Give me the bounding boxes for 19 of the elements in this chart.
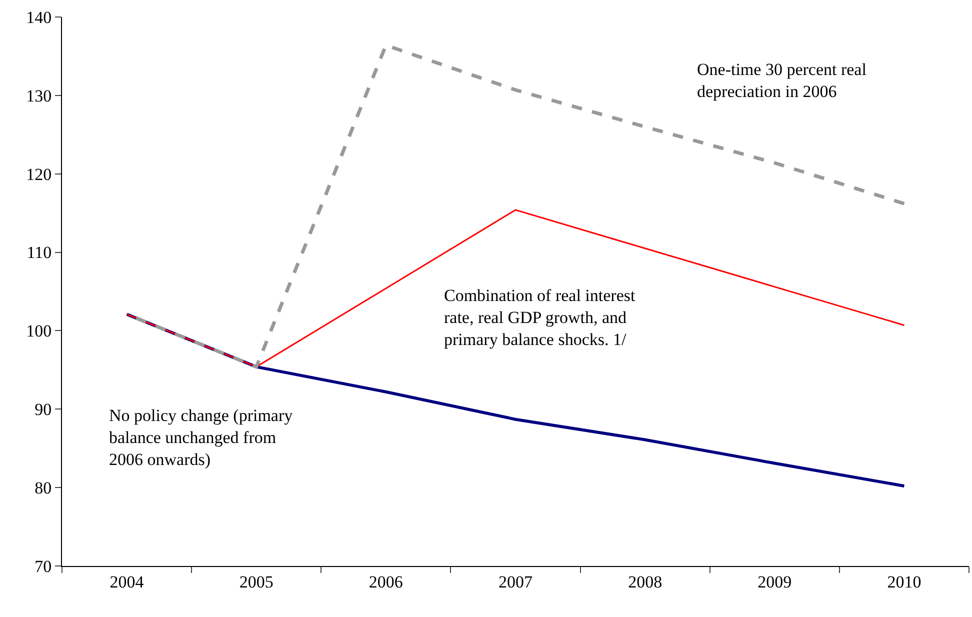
line-series (126, 209, 905, 368)
x-tick-label: 2010 (887, 572, 922, 592)
x-tick-label: 2004 (110, 572, 144, 592)
y-tick-label: 100 (26, 322, 52, 341)
x-tick-label: 2007 (498, 572, 533, 592)
y-tick-label: 90 (34, 400, 52, 420)
y-tick-label: 80 (34, 478, 52, 498)
x-tick-label: 2006 (368, 572, 403, 592)
y-tick-label: 130 (26, 86, 52, 106)
series-label: No policy change (primary balance unchanged from 2006 onwards) (109, 406, 294, 470)
y-tick-label: 140 (26, 8, 52, 27)
text: One-time 30 percent real depreciation in 2006 (697, 60, 867, 102)
x-tick-label: 2009 (758, 572, 792, 592)
y-tick-label: 120 (26, 164, 52, 184)
y-tick-label: 110 (26, 243, 52, 262)
x-tick-label: 2008 (628, 572, 662, 592)
x-tick-label: 2005 (239, 572, 274, 592)
y-tick-label: 70 (34, 556, 52, 576)
series-label: Combination of real interest rate, real GDP growth, and primary balance shocks. 1/ (444, 286, 636, 350)
